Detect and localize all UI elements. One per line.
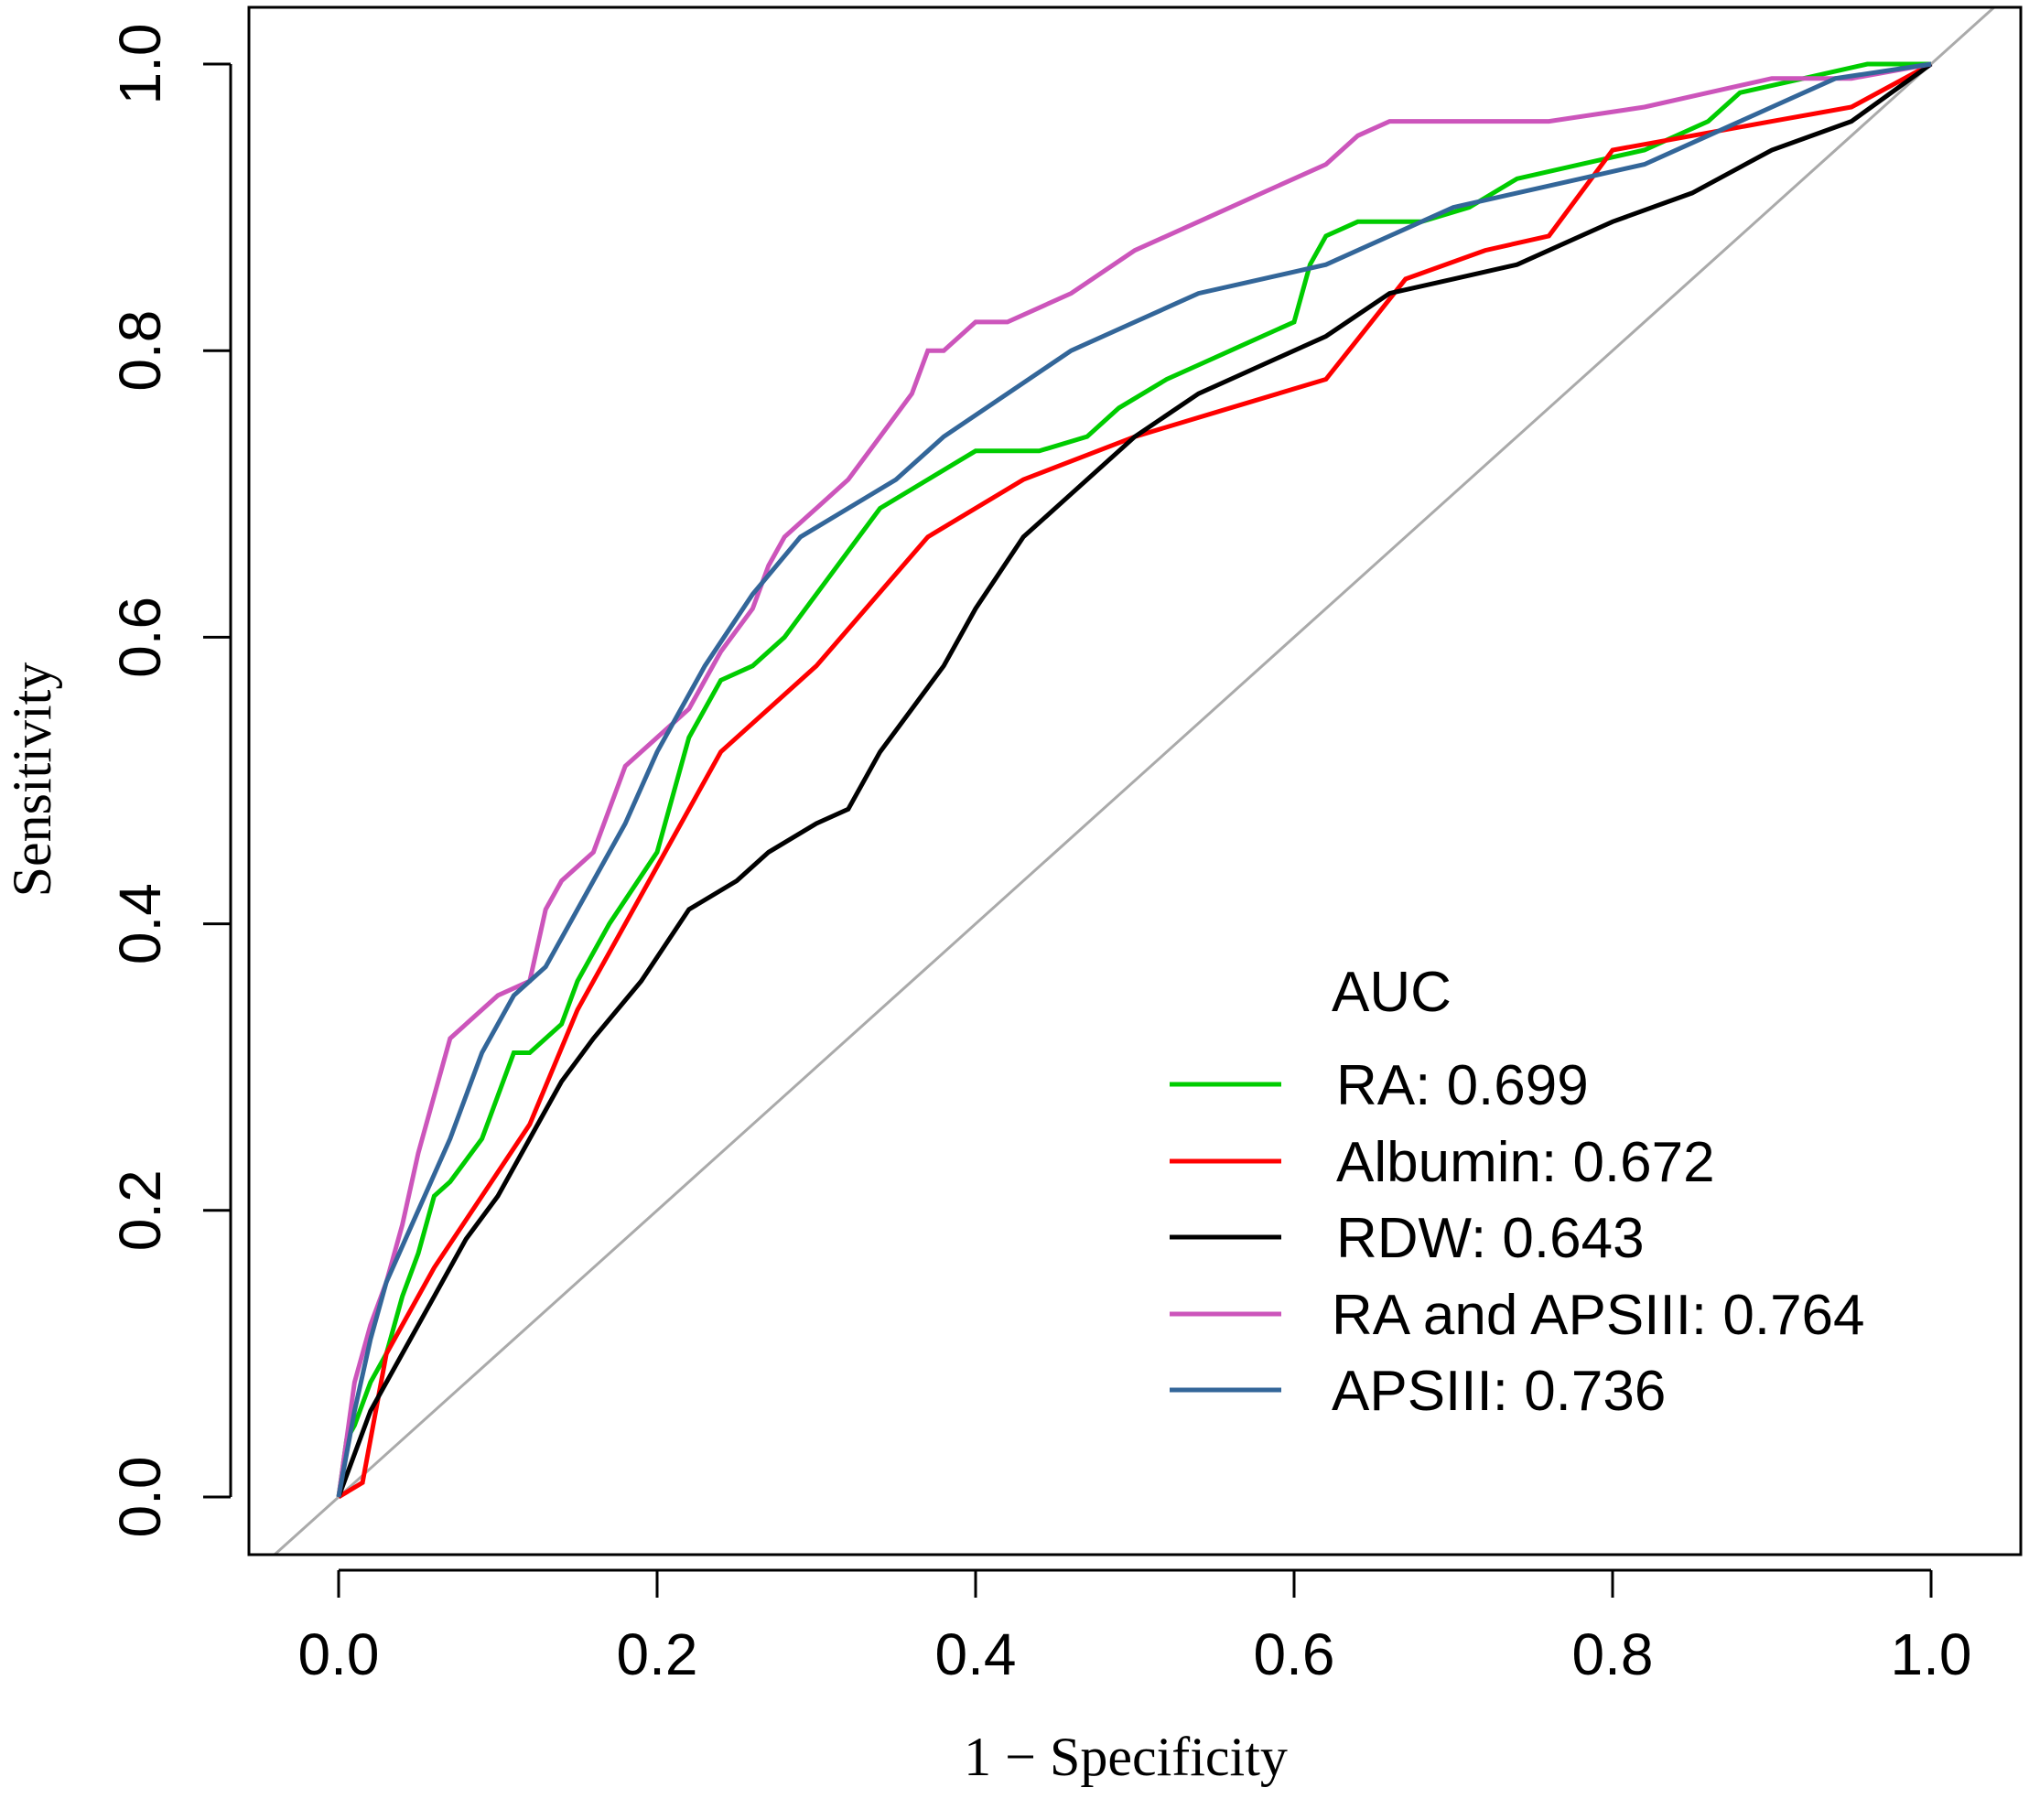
- y-tick-label: 0.2: [107, 1169, 173, 1251]
- series-line-ra: [336, 61, 1931, 1498]
- y-tick-label: 0.6: [107, 597, 173, 678]
- x-tick-label: 0.2: [617, 1621, 698, 1687]
- legend-item-albumin: Albumin: 0.672: [1170, 1131, 1715, 1194]
- axes: 0.0 0.2 0.4 0.6 0.8 1.0 0.0 0.2 0.4 0.6 0.8 1.0: [107, 24, 1971, 1687]
- chance-diagonal: [274, 7, 1996, 1555]
- x-axis-title: 1 − Specificity: [964, 1727, 1288, 1787]
- series-line-ra-and-apsiii: [336, 61, 1932, 1498]
- x-tick-label: 0.6: [1254, 1621, 1335, 1687]
- y-axis-title: Sensitivity: [2, 662, 62, 898]
- legend-item-ra-and-apsiii: RA and APSIII: 0.764: [1170, 1284, 1865, 1347]
- legend: AUC RA: 0.699 Albumin: 0.672 RDW: 0.643 …: [1170, 961, 1865, 1423]
- y-tick-label: 0.8: [107, 310, 173, 392]
- legend-item-apsiii: APSIII: 0.736: [1170, 1360, 1666, 1423]
- legend-label-apsiii: APSIII: 0.736: [1332, 1360, 1666, 1423]
- x-tick-label: 1.0: [1891, 1621, 1972, 1687]
- legend-label-rdw: RDW: 0.643: [1336, 1207, 1645, 1270]
- legend-label-ra-and-apsiii: RA and APSIII: 0.764: [1332, 1284, 1865, 1347]
- y-tick-label: 1.0: [107, 24, 173, 105]
- x-tick-label: 0.4: [935, 1621, 1017, 1687]
- series-line-albumin: [337, 61, 1933, 1500]
- x-tick-label: 0.8: [1572, 1621, 1654, 1687]
- legend-label-albumin: Albumin: 0.672: [1336, 1131, 1715, 1194]
- plot-area: [274, 7, 1996, 1555]
- series-line-rdw: [336, 61, 1933, 1498]
- series-line-apsiii: [336, 61, 1932, 1498]
- legend-item-ra: RA: 0.699: [1170, 1054, 1589, 1117]
- plot-frame: [247, 5, 2023, 1556]
- legend-item-rdw: RDW: 0.643: [1170, 1207, 1645, 1270]
- y-tick-label: 0.4: [107, 883, 173, 964]
- x-tick-label: 0.0: [298, 1621, 380, 1687]
- legend-label-ra: RA: 0.699: [1336, 1054, 1589, 1117]
- y-tick-label: 0.0: [107, 1457, 173, 1538]
- legend-title: AUC: [1332, 961, 1452, 1024]
